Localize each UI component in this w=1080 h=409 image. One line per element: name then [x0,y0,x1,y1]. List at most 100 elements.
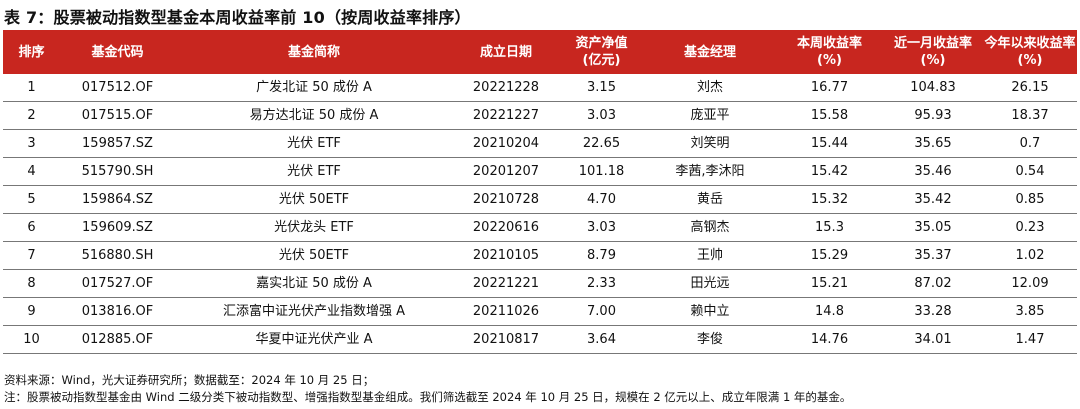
table-row: 10 012885.OF 华夏中证光伏产业 A 20210817 3.64 李俊 14.76… [3,325,1077,354]
header-label: 成立日期 [479,44,532,60]
cell-weekly-return: 15.21 [776,269,883,298]
cell-weekly-return: 15.58 [776,101,883,130]
cell-monthly-return: 35.65 [883,129,983,158]
cell-fund-manager: 赖中立 [644,297,776,326]
cell-ytd-return: 0.23 [983,213,1077,242]
cell-monthly-return: 95.93 [883,101,983,130]
table-row: 2 017515.OF 易方达北证 50 成份 A 20221227 3.03 庞亚平 15… [3,101,1077,130]
cell-inception-date: 20221221 [453,269,559,298]
header-label: 资产净值 [575,36,628,51]
table-row: 8 017527.OF 嘉实北证 50 成份 A 20221221 2.33 田光远 15.… [3,269,1077,298]
table-row: 7 516880.SH 光伏 50ETF 20210105 8.79 王帅 15.29 35.… [3,241,1077,270]
cell-ytd-return: 26.15 [983,74,1077,102]
cell-monthly-return: 104.83 [883,74,983,102]
cell-ytd-return: 18.37 [983,101,1077,130]
methodology-note: 注：股票被动指数型基金由 Wind 二级分类下被动指数型、增强指数型基金组成。我… [4,390,852,404]
table-row: 9 013816.OF 汇添富中证光伏产业指数增强 A 20211026 7.00 赖中立… [3,297,1077,326]
header-fund-code: 基金代码 [60,30,175,74]
cell-inception-date: 20210728 [453,185,559,214]
cell-fund-manager: 李俊 [644,325,776,354]
header-fund-name: 基金简称 [175,30,453,74]
cell-fund-manager: 刘笑明 [644,129,776,158]
header-label: 今年以来收益率 [984,36,1076,51]
cell-inception-date: 20210105 [453,241,559,270]
cell-fund-name: 光伏 ETF [175,157,453,186]
cell-ytd-return: 3.85 [983,297,1077,326]
cell-weekly-return: 15.32 [776,185,883,214]
cell-rank: 6 [3,213,60,242]
cell-fund-name: 华夏中证光伏产业 A [175,325,453,354]
table-title: 表 7：股票被动指数型基金本周收益率前 10（按周收益率排序） [4,8,471,27]
cell-fund-manager: 高钢杰 [644,213,776,242]
cell-net-assets: 22.65 [559,129,644,158]
table-row: 1 017512.OF 广发北证 50 成份 A 20221228 3.15 刘杰 16.7… [3,74,1077,102]
cell-net-assets: 7.00 [559,297,644,326]
table-row: 3 159857.SZ 光伏 ETF 20210204 22.65 刘笑明 15.44 35.… [3,129,1077,158]
fund-ranking-table: 排序 基金代码 基金简称 成立日期 资产净值 (亿元) 基金经理 本周收益率 (%) 近一月收益率… [3,30,1077,354]
cell-inception-date: 20210204 [453,129,559,158]
source-note: 资料来源：Wind，光大证券研究所；数据截至：2024 年 10 月 25 日； [4,373,375,387]
cell-fund-name: 光伏 50ETF [175,185,453,214]
cell-ytd-return: 12.09 [983,269,1077,298]
cell-fund-name: 光伏 50ETF [175,241,453,270]
cell-fund-manager: 李茜,李沐阳 [644,157,776,186]
cell-net-assets: 101.18 [559,157,644,186]
table-body: 1 017512.OF 广发北证 50 成份 A 20221228 3.15 刘杰 16.7… [3,74,1077,354]
header-label: 基金经理 [683,44,736,60]
cell-inception-date: 20220616 [453,213,559,242]
header-label: 基金简称 [287,44,340,60]
cell-weekly-return: 15.3 [776,213,883,242]
header-weekly-return: 本周收益率 (%) [776,30,883,74]
cell-rank: 5 [3,185,60,214]
header-fund-manager: 基金经理 [644,30,776,74]
cell-inception-date: 20211026 [453,297,559,326]
cell-weekly-return: 14.8 [776,297,883,326]
cell-weekly-return: 15.29 [776,241,883,270]
cell-fund-code: 159609.SZ [60,213,175,242]
header-label: 基金代码 [91,44,144,60]
cell-ytd-return: 0.7 [983,129,1077,158]
cell-net-assets: 3.64 [559,325,644,354]
header-monthly-return: 近一月收益率 (%) [883,30,983,74]
header-inception-date: 成立日期 [453,30,559,74]
cell-net-assets: 3.03 [559,213,644,242]
cell-monthly-return: 34.01 [883,325,983,354]
cell-fund-manager: 刘杰 [644,74,776,102]
header-unit: (%) [1017,53,1043,68]
cell-ytd-return: 0.85 [983,185,1077,214]
cell-fund-code: 017527.OF [60,269,175,298]
cell-fund-code: 012885.OF [60,325,175,354]
cell-fund-code: 159864.SZ [60,185,175,214]
cell-monthly-return: 35.46 [883,157,983,186]
footnotes: 资料来源：Wind，光大证券研究所；数据截至：2024 年 10 月 25 日；… [4,372,851,406]
cell-net-assets: 8.79 [559,241,644,270]
cell-fund-manager: 王帅 [644,241,776,270]
header-ytd-return: 今年以来收益率 (%) [983,30,1077,74]
cell-monthly-return: 33.28 [883,297,983,326]
cell-fund-name: 汇添富中证光伏产业指数增强 A [175,297,453,326]
header-label: 排序 [18,44,45,60]
table-row: 4 515790.SH 光伏 ETF 20201207 101.18 李茜,李沐阳 15.4… [3,157,1077,186]
cell-rank: 7 [3,241,60,270]
cell-net-assets: 3.15 [559,74,644,102]
cell-inception-date: 20221228 [453,74,559,102]
header-label: 本周收益率 [796,36,862,51]
cell-fund-name: 光伏龙头 ETF [175,213,453,242]
table-row: 6 159609.SZ 光伏龙头 ETF 20220616 3.03 高钢杰 15.3 35.… [3,213,1077,242]
table-header-row: 排序 基金代码 基金简称 成立日期 资产净值 (亿元) 基金经理 本周收益率 (%) 近一月收益率… [3,30,1077,74]
cell-rank: 9 [3,297,60,326]
header-unit: (%) [920,53,946,68]
cell-fund-manager: 黄岳 [644,185,776,214]
cell-inception-date: 20221227 [453,101,559,130]
cell-fund-code: 013816.OF [60,297,175,326]
header-net-assets: 资产净值 (亿元) [559,30,644,74]
cell-fund-manager: 田光远 [644,269,776,298]
cell-weekly-return: 16.77 [776,74,883,102]
cell-monthly-return: 35.05 [883,213,983,242]
cell-rank: 2 [3,101,60,130]
cell-ytd-return: 1.02 [983,241,1077,270]
cell-fund-code: 159857.SZ [60,129,175,158]
cell-fund-name: 光伏 ETF [175,129,453,158]
cell-net-assets: 2.33 [559,269,644,298]
cell-net-assets: 3.03 [559,101,644,130]
